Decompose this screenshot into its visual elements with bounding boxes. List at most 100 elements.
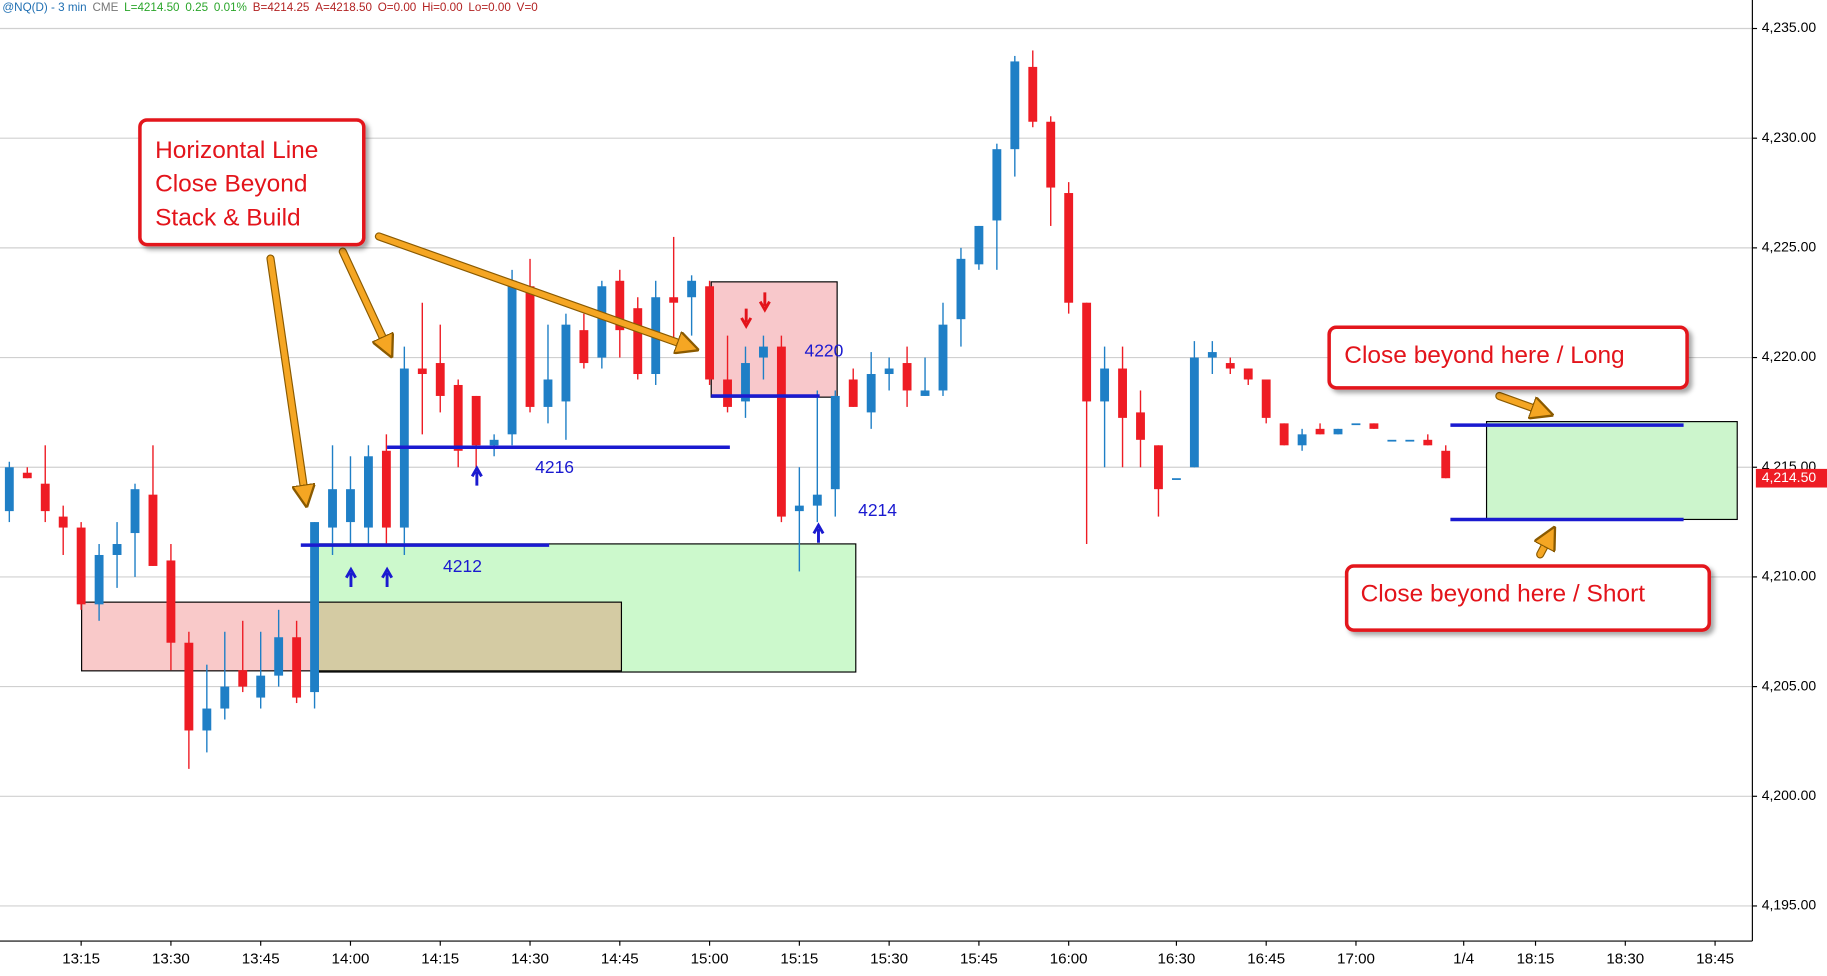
callout-text: Close beyond here / Long	[1344, 342, 1624, 369]
candle-body	[741, 363, 750, 402]
candle-body	[1405, 439, 1415, 442]
candle-body	[525, 286, 535, 407]
y-tick-label: 4,235.00	[1762, 19, 1817, 35]
candle-body	[1010, 61, 1020, 150]
candle-body	[1154, 445, 1163, 490]
level-label: 4216	[535, 457, 574, 477]
candle-body	[561, 324, 571, 402]
candle-body	[830, 395, 840, 490]
candle-body	[453, 384, 463, 451]
candle-body	[633, 308, 643, 375]
x-tick-label: 18:15	[1517, 951, 1555, 968]
candle-body	[76, 527, 86, 605]
x-tick-label: 17:00	[1337, 951, 1375, 968]
candle-body	[597, 286, 607, 358]
candle-body	[579, 330, 589, 364]
header-field: 0.01%	[214, 1, 247, 14]
candle-body	[238, 670, 248, 687]
callout-text: Horizontal Line	[155, 137, 318, 164]
candle-body	[848, 379, 858, 407]
candle-body	[22, 472, 32, 479]
x-tick-label: 13:30	[152, 951, 190, 968]
level-label: 4214	[858, 500, 897, 520]
candle-body	[94, 554, 104, 605]
x-tick-label: 18:45	[1696, 951, 1734, 968]
x-tick-label: 13:45	[242, 951, 280, 968]
zone-overlap	[314, 601, 623, 672]
callout-text: Close Beyond	[155, 171, 307, 198]
pointer-arrow	[1540, 535, 1550, 558]
pointer-arrow	[267, 255, 305, 499]
candle-body	[1171, 478, 1181, 480]
pointer-arrow	[1496, 393, 1544, 412]
candle-body	[435, 363, 445, 396]
candle-body	[471, 395, 481, 446]
header-field: B=4214.25	[253, 1, 310, 14]
callout-text: Stack & Build	[155, 204, 301, 231]
last-price-label: 4,214.50	[1762, 469, 1817, 485]
candle-body	[1423, 439, 1433, 446]
signal-arrows	[345, 292, 825, 587]
y-tick-label: 4,230.00	[1762, 129, 1817, 145]
candle-body	[310, 522, 319, 693]
candle-body	[274, 637, 284, 676]
x-tick-label: 14:30	[511, 951, 549, 968]
candle-body	[489, 439, 499, 446]
candle-body	[956, 258, 966, 320]
candle-body	[866, 374, 876, 413]
candle-body	[328, 489, 337, 528]
x-tick-label: 16:45	[1247, 951, 1285, 968]
callout-box	[1344, 564, 1711, 632]
x-tick-label: 18:30	[1606, 951, 1644, 968]
up-arrow	[381, 566, 394, 587]
candle-body	[920, 390, 930, 396]
supply-zone	[710, 281, 838, 398]
candle-body	[1297, 434, 1307, 446]
x-tick-label: 13:15	[62, 951, 100, 968]
header-field: L=4214.50	[124, 1, 180, 14]
up-arrow	[470, 465, 483, 486]
candle-body	[794, 505, 804, 512]
candle-body	[1064, 193, 1074, 303]
candle-body	[938, 324, 948, 391]
candle-body	[759, 346, 768, 358]
x-tick-label: 16:00	[1050, 951, 1088, 968]
candle-body	[992, 149, 1002, 221]
candle-body	[1136, 412, 1145, 440]
axes: 4,195.004,200.004,205.004,210.004,215.00…	[62, 19, 1827, 968]
header-field: O=0.00	[378, 1, 417, 14]
header-field: @NQ(D) - 3 min	[2, 1, 86, 14]
y-tick-label: 4,220.00	[1762, 348, 1817, 364]
candle-body	[417, 368, 427, 375]
candle-body	[292, 637, 302, 698]
x-tick-label: 14:45	[601, 951, 639, 968]
pointer-arrows	[266, 232, 1550, 559]
header-field: V=0	[517, 1, 539, 14]
candle-body	[40, 483, 50, 512]
candle-body	[220, 686, 230, 709]
up-arrow	[345, 566, 357, 587]
candle-body	[1387, 439, 1397, 442]
down-arrow	[740, 308, 753, 330]
x-tick-label: 16:30	[1157, 951, 1195, 968]
candle-body	[112, 544, 122, 555]
candle-body	[1225, 363, 1235, 369]
candle-body	[1028, 66, 1038, 122]
candle-body	[1046, 121, 1056, 188]
candle-body	[884, 368, 894, 375]
x-tick-label: 1/4	[1453, 951, 1474, 968]
candle-body	[687, 280, 697, 298]
candle-body	[1351, 423, 1361, 426]
header-field: Hi=0.00	[422, 1, 463, 14]
y-tick-label: 4,205.00	[1762, 677, 1817, 693]
candle-body	[1082, 302, 1092, 402]
candle-body	[812, 494, 822, 506]
last-price-box	[1755, 468, 1827, 488]
candle-body	[615, 280, 625, 331]
candle-body	[364, 456, 373, 528]
candle-body	[507, 280, 517, 435]
candle-body	[669, 297, 679, 303]
header: @NQ(D) - 3 min CME L=4214.50 0.25 0.01% B=421…	[2, 1, 538, 14]
up-arrow	[812, 522, 825, 543]
